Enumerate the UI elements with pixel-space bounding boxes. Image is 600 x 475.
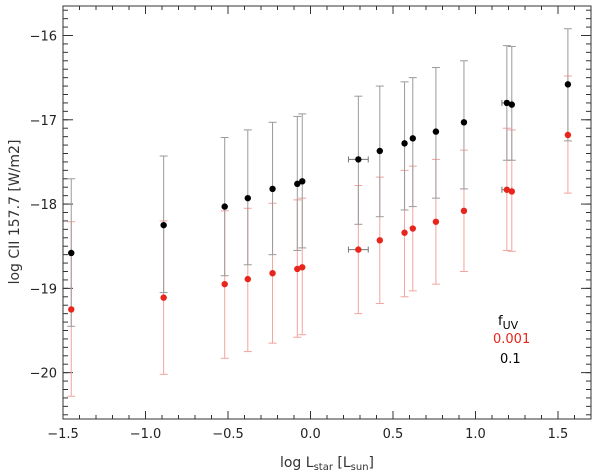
data-point bbox=[460, 207, 468, 215]
legend-entry-red: 0.001 bbox=[493, 332, 530, 347]
data-point bbox=[564, 131, 572, 139]
x-tick-label: −0.5 bbox=[212, 427, 244, 442]
data-point bbox=[294, 180, 301, 188]
data-point bbox=[269, 185, 276, 193]
x-axis-ticks: −1.5 −1.0 −0.5 0.0 0.5 1.0 1.5 bbox=[47, 6, 592, 442]
data-point bbox=[68, 306, 75, 313]
y-tick-label: −16 bbox=[30, 30, 57, 45]
data-point bbox=[355, 156, 362, 163]
data-point bbox=[160, 294, 167, 301]
x-tick-label: 1.0 bbox=[465, 427, 486, 442]
legend-entry-black: 0.1 bbox=[500, 352, 521, 367]
data-point bbox=[409, 135, 416, 142]
data-point bbox=[269, 269, 276, 277]
x-tick-label: 0.5 bbox=[383, 427, 404, 442]
data-point bbox=[376, 147, 383, 155]
data-point bbox=[401, 140, 408, 147]
x-axis-title: log Lstar [Lsun] bbox=[280, 455, 374, 473]
x-tick-label: 1.5 bbox=[548, 427, 569, 442]
data-point bbox=[376, 237, 383, 244]
x-tick-label: 0.0 bbox=[300, 427, 321, 442]
data-point bbox=[221, 280, 228, 288]
y-tick-label: −20 bbox=[30, 367, 57, 382]
legend-title: fUV bbox=[498, 314, 519, 332]
data-point bbox=[299, 178, 306, 185]
data-point bbox=[244, 275, 251, 283]
legend: fUV 0.001 0.1 bbox=[493, 314, 530, 367]
x-tick-label: −1.0 bbox=[130, 427, 162, 442]
data-point bbox=[432, 218, 440, 225]
data-point bbox=[503, 99, 511, 107]
y-tick-label: −19 bbox=[30, 282, 57, 297]
data-points bbox=[68, 81, 572, 313]
y-tick-label: −17 bbox=[30, 114, 57, 129]
data-point bbox=[508, 101, 515, 108]
data-point bbox=[68, 249, 75, 257]
data-point bbox=[564, 81, 572, 88]
data-point bbox=[355, 246, 362, 253]
y-axis-ticks: −20 −19 −18 −17 −16 bbox=[30, 9, 591, 416]
data-point bbox=[503, 186, 511, 193]
y-tick-label: −18 bbox=[30, 198, 57, 213]
data-point bbox=[508, 188, 515, 195]
data-point bbox=[409, 225, 416, 232]
data-point bbox=[299, 264, 306, 271]
data-point bbox=[401, 229, 408, 236]
y-axis-title: log CII 157.7 [W/m2] bbox=[7, 140, 23, 285]
data-point bbox=[221, 203, 228, 210]
data-point bbox=[294, 265, 301, 273]
data-point bbox=[432, 128, 440, 135]
data-point bbox=[244, 194, 251, 202]
x-tick-label: −1.5 bbox=[47, 427, 79, 442]
data-point bbox=[460, 119, 468, 126]
data-point bbox=[160, 221, 167, 229]
